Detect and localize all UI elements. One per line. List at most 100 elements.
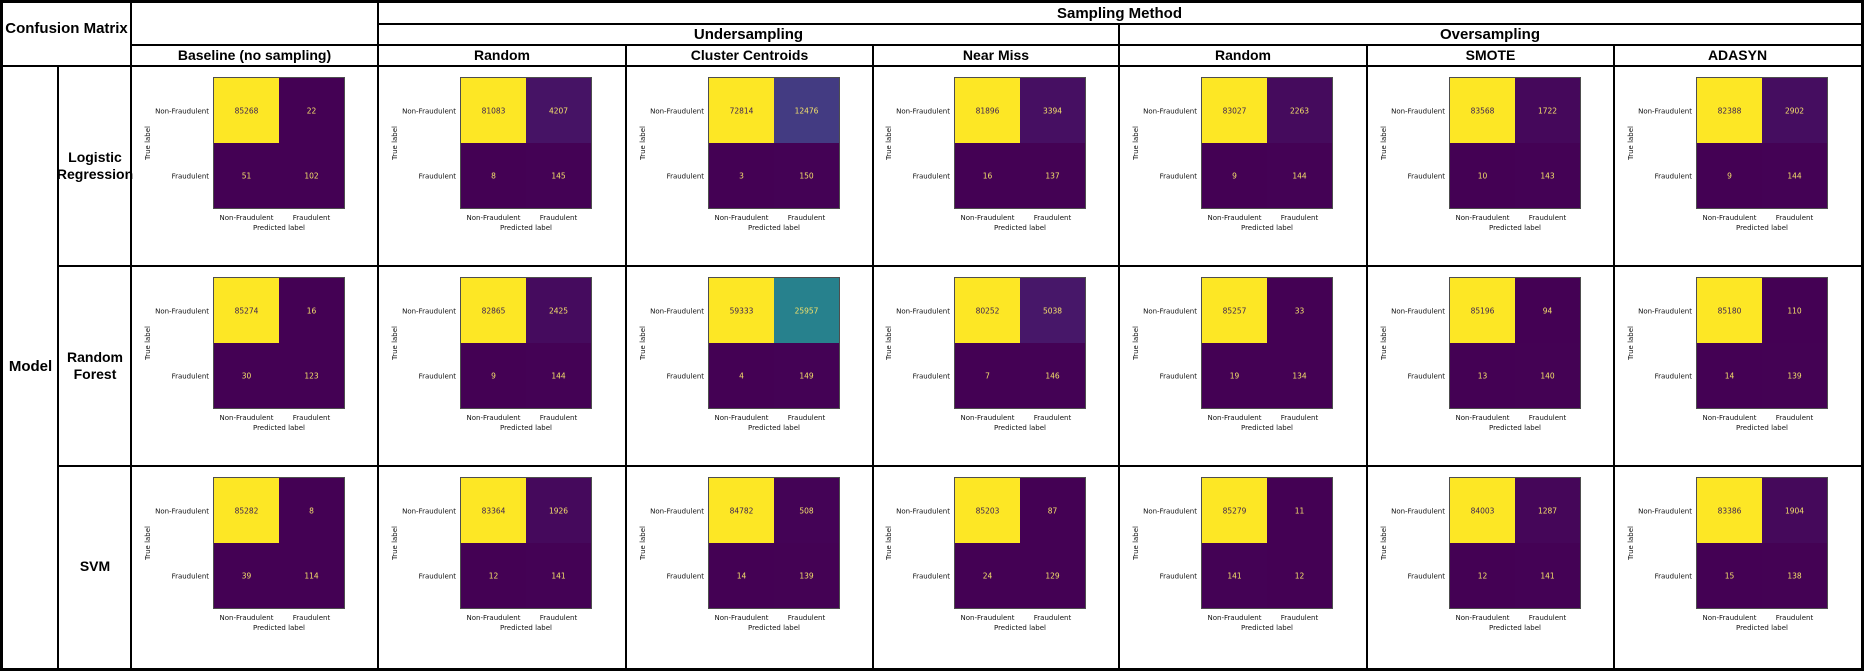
matrix-cell	[1515, 143, 1580, 208]
cell-value-label: 85180	[1718, 307, 1742, 316]
x-tick-label: Fraudulent	[1034, 414, 1072, 422]
matrix-cell	[461, 78, 526, 143]
x-tick-label: Fraudulent	[540, 214, 578, 222]
matrix-frame	[1201, 477, 1333, 609]
matrix-frame	[708, 77, 840, 209]
y-tick-label: Fraudulent	[1408, 373, 1446, 381]
cell-value-label: 145	[551, 172, 566, 181]
cell-value-label: 33	[1295, 307, 1305, 316]
cell-value-label: 150	[799, 172, 814, 181]
y-axis-label: True label	[144, 526, 152, 561]
x-tick-label: Fraudulent	[1281, 614, 1319, 622]
y-tick-label: Non-Fraudulent	[1638, 308, 1692, 316]
row-header-random-forest: Random Forest	[67, 349, 123, 382]
cell-value-label: 146	[1045, 372, 1060, 381]
matrix-cell	[1450, 278, 1515, 343]
cell-value-label: 84003	[1471, 507, 1495, 516]
x-tick-label: Non-Fraudulent	[715, 414, 769, 422]
matrix-frame	[708, 477, 840, 609]
matrix-cell	[526, 478, 591, 543]
matrix-cell	[1267, 543, 1332, 608]
cell-value-label: 24	[983, 572, 993, 581]
y-tick-label: Fraudulent	[1160, 373, 1198, 381]
cell-value-label: 12	[1478, 572, 1488, 581]
matrix-cell	[214, 278, 279, 343]
matrix-cell	[1020, 143, 1085, 208]
x-tick-label: Non-Fraudulent	[1208, 614, 1262, 622]
x-tick-label: Non-Fraudulent	[1208, 214, 1262, 222]
confusion-matrix-svg: 85180 110 14 139 Non-Fraudulent Fraudulent Non…	[1627, 277, 1828, 432]
x-tick-label: Fraudulent	[1034, 614, 1072, 622]
y-axis-label: True label	[391, 326, 399, 361]
y-axis-label: True label	[1380, 326, 1388, 361]
model-header: Model	[8, 357, 53, 375]
cell-value-label: 85274	[235, 307, 259, 316]
matrix-cell	[955, 478, 1020, 543]
confusion-matrix-svg: 59333 25957 4 149 Non-Fraudulent Fraudulent No…	[639, 277, 840, 432]
y-axis-label: True label	[1627, 126, 1635, 161]
x-tick-label: Non-Fraudulent	[1208, 414, 1262, 422]
matrix-cell	[1450, 78, 1515, 143]
cell-value-label: 30	[242, 372, 252, 381]
confusion-matrix: 81896 3394 16 137 Non-Fraudulent Fraudulent No…	[873, 66, 1119, 266]
y-tick-label: Fraudulent	[1408, 173, 1446, 181]
cell-value-label: 2902	[1785, 107, 1804, 116]
cell-value-label: 123	[304, 372, 319, 381]
y-tick-label: Fraudulent	[1160, 573, 1198, 581]
matrix-cell	[526, 78, 591, 143]
cell-value-label: 85196	[1471, 307, 1495, 316]
matrix-cell	[1762, 143, 1827, 208]
row-header-logistic-regression: Logistic Regression	[56, 149, 134, 182]
cell-value-label: 59333	[730, 307, 754, 316]
x-axis-label: Predicted label	[1241, 224, 1293, 232]
x-axis-label: Predicted label	[1736, 224, 1788, 232]
x-axis-label: Predicted label	[994, 624, 1046, 632]
confusion-matrix: 80252 5038 7 146 Non-Fraudulent Fraudulent Non…	[873, 266, 1119, 466]
column-header-near-miss: Near Miss	[962, 47, 1030, 64]
matrix-frame	[1696, 77, 1828, 209]
oversampling-header: Oversampling	[1439, 25, 1541, 43]
x-tick-label: Fraudulent	[1034, 214, 1072, 222]
y-axis-label: True label	[1627, 326, 1635, 361]
confusion-matrix-svg: 83386 1904 15 138 Non-Fraudulent Fraudulent No…	[1627, 477, 1828, 632]
confusion-matrix-svg: 80252 5038 7 146 Non-Fraudulent Fraudulent Non…	[885, 277, 1086, 432]
cell-value-label: 13	[1478, 372, 1488, 381]
y-axis-label: True label	[885, 526, 893, 561]
matrix-cell	[1020, 278, 1085, 343]
confusion-matrix: 85268 22 51 102 Non-Fraudulent Fraudulent Non-…	[131, 66, 378, 266]
column-header-under-random: Random	[474, 47, 530, 64]
y-axis-label: True label	[1380, 526, 1388, 561]
matrix-frame	[1449, 277, 1581, 409]
y-tick-label: Fraudulent	[913, 573, 951, 581]
x-tick-label: Fraudulent	[540, 414, 578, 422]
x-tick-label: Fraudulent	[540, 614, 578, 622]
matrix-cell	[1202, 478, 1267, 543]
matrix-frame	[1201, 77, 1333, 209]
matrix-frame	[1201, 277, 1333, 409]
x-axis-label: Predicted label	[253, 624, 305, 632]
y-tick-label: Non-Fraudulent	[650, 508, 704, 516]
matrix-cell	[279, 143, 344, 208]
x-tick-label: Fraudulent	[293, 614, 331, 622]
y-tick-label: Non-Fraudulent	[402, 308, 456, 316]
matrix-cell	[214, 543, 279, 608]
cell-value-label: 14	[737, 572, 747, 581]
confusion-matrix-svg: 85196 94 13 140 Non-Fraudulent Fraudulent Non-…	[1380, 277, 1581, 432]
y-tick-label: Non-Fraudulent	[1143, 508, 1197, 516]
confusion-matrix: 82865 2425 9 144 Non-Fraudulent Fraudulent Non…	[378, 266, 626, 466]
cell-value-label: 139	[799, 572, 814, 581]
x-axis-label: Predicted label	[1241, 624, 1293, 632]
cell-value-label: 4207	[549, 107, 568, 116]
cell-value-label: 8	[309, 507, 314, 516]
y-tick-label: Non-Fraudulent	[1391, 308, 1445, 316]
y-axis-label: True label	[391, 526, 399, 561]
matrix-cell	[709, 543, 774, 608]
confusion-matrix-svg: 85268 22 51 102 Non-Fraudulent Fraudulent Non-…	[144, 77, 345, 232]
cell-value-label: 85203	[976, 507, 1000, 516]
cell-value-label: 138	[1787, 572, 1802, 581]
cell-value-label: 12	[489, 572, 499, 581]
confusion-matrix: 83386 1904 15 138 Non-Fraudulent Fraudulent No…	[1614, 466, 1861, 666]
confusion-matrix: 84782 508 14 139 Non-Fraudulent Fraudulent Non…	[626, 466, 873, 666]
matrix-cell	[214, 143, 279, 208]
y-tick-label: Non-Fraudulent	[1143, 108, 1197, 116]
